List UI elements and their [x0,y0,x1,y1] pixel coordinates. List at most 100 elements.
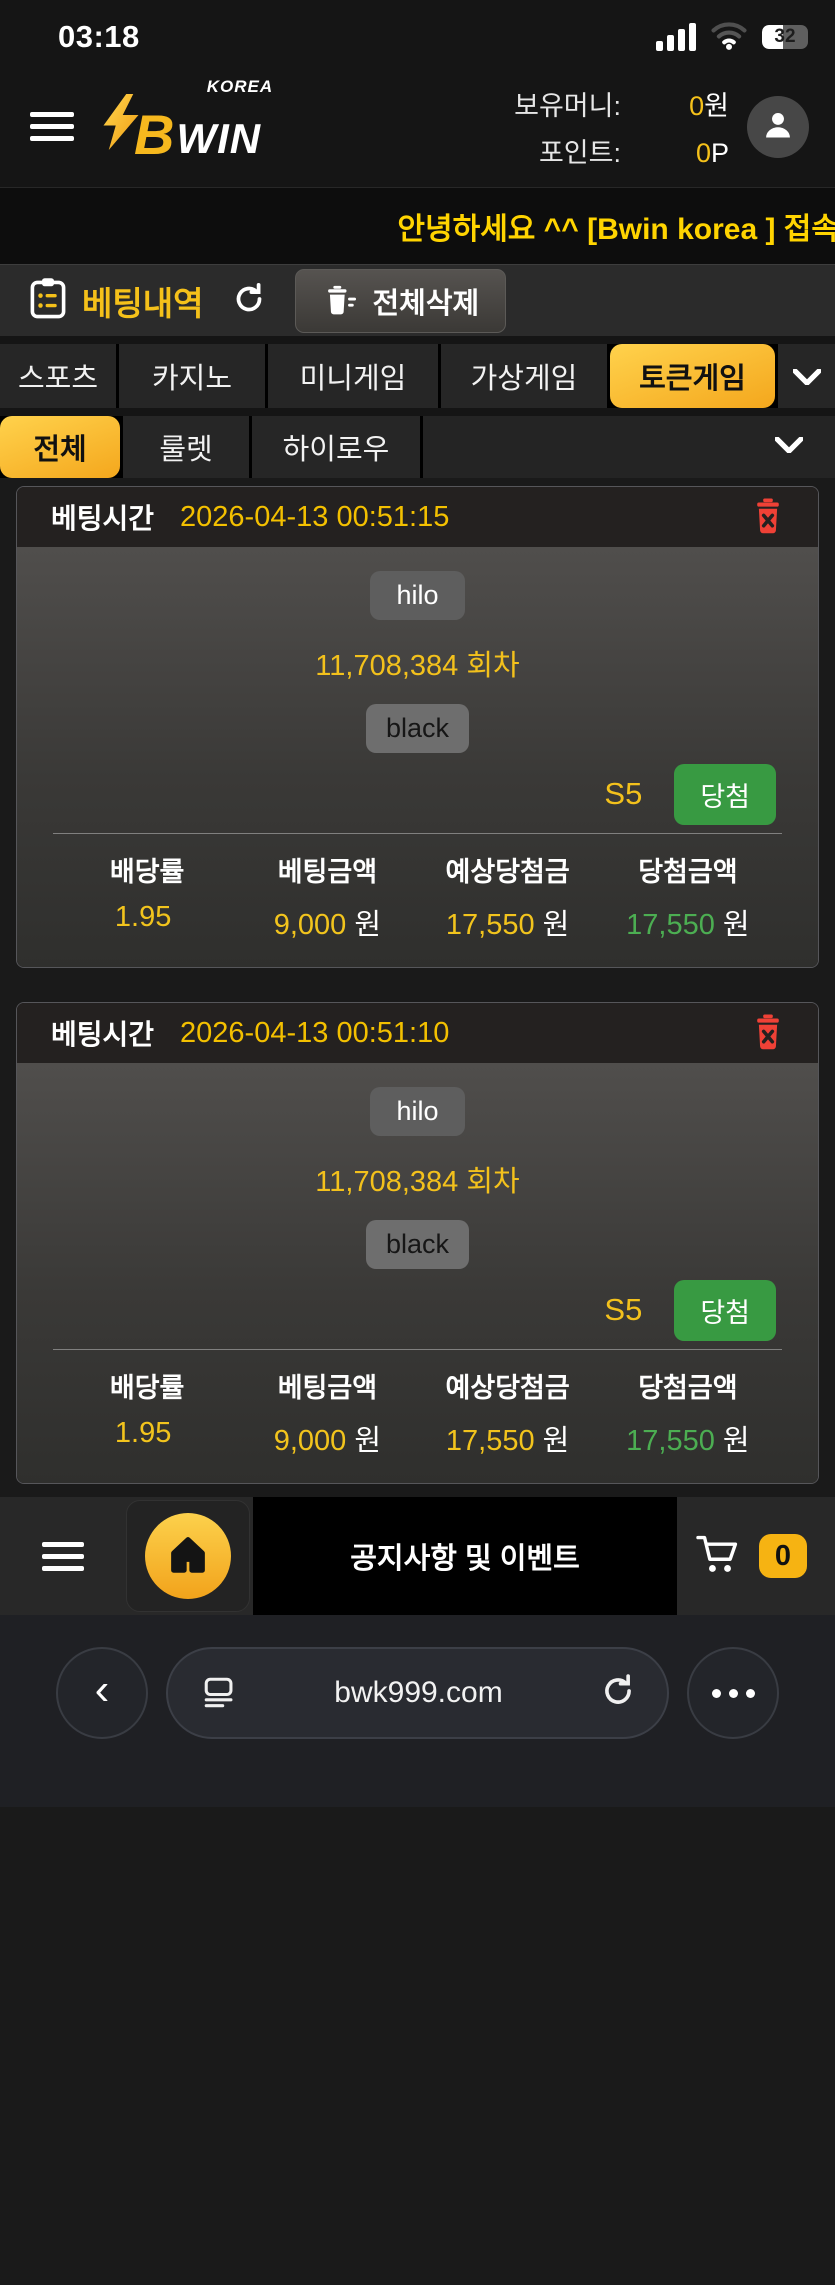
delete-bet-button[interactable] [752,497,784,537]
tab-minigame[interactable]: 미니게임 [268,344,438,408]
bet-time-label: 베팅시간 [51,1019,155,1050]
notice-banner[interactable]: 공지사항 및 이벤트 [253,1497,677,1615]
bet-card: 베팅시간 2026-04-13 00:51:10 hilo 11,708 [16,1002,819,1484]
stat-value: 1.95 [114,1417,172,1449]
tab-virtual[interactable]: 가상게임 [441,344,607,408]
signal-icon [656,23,696,51]
bet-time-label: 베팅시간 [51,503,155,534]
bottom-nav: 공지사항 및 이벤트 0 [0,1497,835,1615]
welcome-message: 안녕하세요 ^^ [Bwin korea ] 접속 [397,213,835,246]
home-button[interactable] [126,1500,250,1612]
wallet-value: 0 [689,90,705,121]
main-tabs: 스포츠 카지노 미니게임 가상게임 토큰게임 [0,344,835,408]
trash-x-icon [752,1013,784,1053]
refresh-button[interactable] [231,281,267,320]
stat-value: 9,000 원 [273,1425,381,1457]
game-badge: hilo [370,571,465,620]
logo-b: B [134,102,175,166]
bet-stats: 배당률 1.95 베팅금액 9,000 원 예상당첨금 17,550 원 당첨금액 … [53,1349,782,1483]
subtab-hilo[interactable]: 하이로우 [252,416,420,478]
bet-list: 베팅시간 2026-04-13 00:51:15 hilo 11,708 [0,478,835,2285]
bet-card-body: hilo 11,708,384 회차 black S5 당첨 배당률 1.95 … [17,1063,818,1483]
cart-icon [695,1533,743,1580]
more-button[interactable] [687,1647,779,1739]
subtabs-expand-button[interactable] [423,416,835,478]
wallet-unit: 원 [704,90,729,121]
stat-label: 예상당첨금 [445,857,570,887]
reload-icon[interactable] [599,1672,637,1715]
tab-token[interactable]: 토큰게임 [610,344,775,408]
brand-logo[interactable]: B WIN KOREA [100,77,291,166]
bet-card: 베팅시간 2026-04-13 00:51:15 hilo 11,708 [16,486,819,968]
stat-label: 예상당첨금 [445,1373,570,1403]
back-button[interactable]: ‹ [56,1647,148,1739]
chevron-down-icon [774,435,804,458]
chevron-down-icon [791,360,822,393]
result-badge: 당첨 [674,1279,776,1341]
status-icons: 32 [656,20,808,55]
wifi-icon [710,20,748,55]
delete-all-button[interactable]: 전체삭제 [295,268,507,333]
url-text: bwk999.com [334,1676,503,1709]
battery-percent: 32 [774,26,796,47]
points-unit: P [710,137,729,168]
stat-value: 17,550 원 [445,909,570,941]
subtab-roulette[interactable]: 룰렛 [123,416,249,478]
site-header: B WIN KOREA 보유머니: 0원 포인트: 0P [0,66,835,188]
logo-korea: KOREA [206,77,274,96]
tab-casino[interactable]: 카지노 [119,344,265,408]
url-bar[interactable]: bwk999.com [166,1647,669,1739]
clipboard-icon [30,277,66,324]
bet-card-body: hilo 11,708,384 회차 black S5 당첨 배당률 1.95 … [17,547,818,967]
game-badge: hilo [370,1087,465,1136]
result-badge: 당첨 [674,763,776,825]
result-row: S5 당첨 [53,1279,782,1341]
points-value: 0 [695,137,711,168]
history-bar: 베팅내역 전체삭제 [0,264,835,336]
notice-text: 공지사항 및 이벤트 [350,1543,580,1575]
nav-menu-button[interactable] [0,1541,126,1571]
battery-icon: 32 [762,25,808,49]
user-icon [761,107,795,146]
stat-value-win: 17,550 원 [626,909,750,941]
stat-value: 9,000 원 [273,909,381,941]
home-icon [165,1531,211,1582]
trash-list-icon [322,285,357,317]
cart-button[interactable]: 0 [695,1533,835,1580]
browser-chrome: ‹ bwk999.com [0,1615,835,1807]
subtab-all[interactable]: 전체 [0,416,120,478]
series-code: S5 [604,776,643,811]
result-row: S5 당첨 [53,763,782,825]
bolt-icon [100,93,142,156]
bet-stats: 배당률 1.95 베팅금액 9,000 원 예상당첨금 17,550 원 당첨금액 … [53,833,782,967]
stat-label: 베팅금액 [277,857,378,887]
wallet-label: 보유머니: [514,90,621,121]
bet-time: 2026-04-13 00:51:15 [180,500,450,533]
ellipsis-icon [711,1688,755,1698]
sub-tabs: 전체 룰렛 하이로우 [0,416,835,478]
trash-x-icon [752,497,784,537]
welcome-banner: 안녕하세요 ^^ [Bwin korea ] 접속 [0,188,835,264]
page-title: 베팅내역 [82,284,204,322]
delete-all-label: 전체삭제 [372,287,480,320]
tabs-expand-button[interactable] [778,344,835,408]
refresh-icon [231,281,267,320]
profile-button[interactable] [747,95,809,158]
stat-value-win: 17,550 원 [626,1425,750,1457]
points-label: 포인트: [538,137,621,168]
menu-button[interactable] [30,112,74,141]
series-code: S5 [604,1292,643,1327]
delete-bet-button[interactable] [752,1013,784,1053]
round-number: 11,708,384 회차 [315,650,520,682]
status-bar: 03:18 32 [0,0,835,66]
pick-badge: black [365,704,470,753]
chevron-left-icon: ‹ [94,1665,110,1714]
screen: 03:18 32 [0,0,835,1807]
stat-value: 1.95 [114,901,172,933]
stat-label: 당첨금액 [638,857,738,887]
pick-badge: black [365,1220,470,1269]
stat-label: 당첨금액 [638,1373,738,1403]
round-number: 11,708,384 회차 [315,1166,520,1198]
tabs-icon [198,1671,238,1716]
tab-sports[interactable]: 스포츠 [0,344,116,408]
